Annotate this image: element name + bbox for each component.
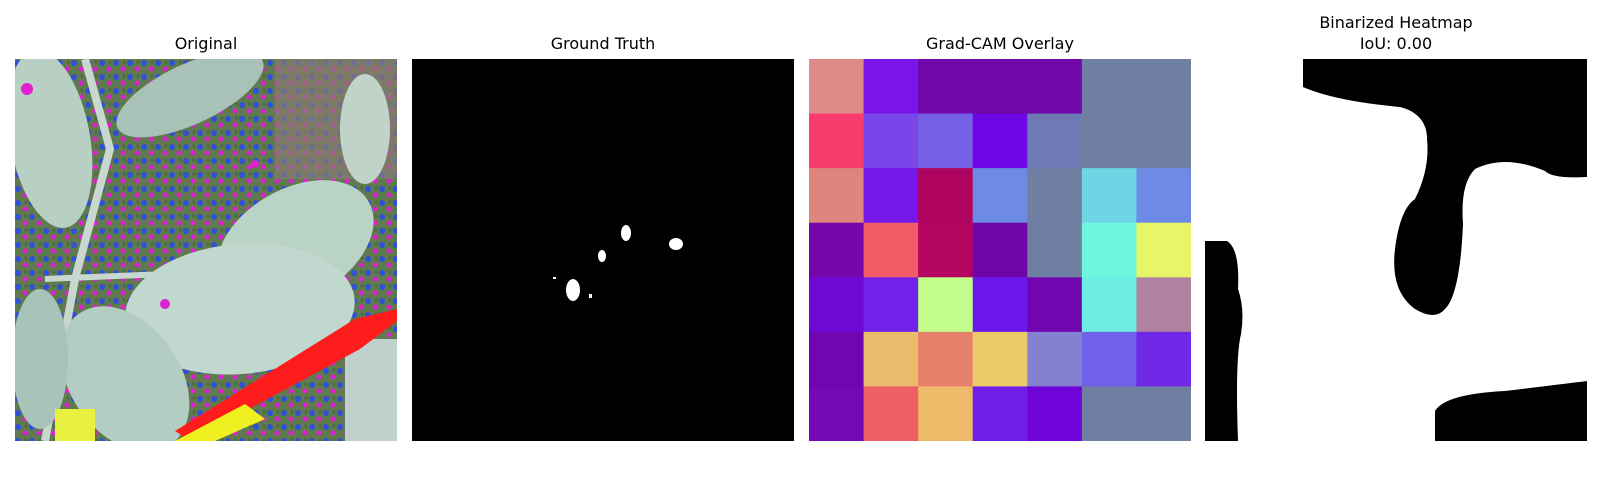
gradcam-cell	[809, 59, 865, 115]
ground-truth-mask	[412, 59, 794, 441]
gradcam-cell	[1136, 222, 1191, 278]
gradcam-cell	[972, 113, 1028, 169]
binarized-heatmap	[1205, 59, 1587, 441]
gradcam-cell	[972, 59, 1028, 115]
gradcam-cell	[809, 113, 865, 169]
gradcam-cell	[863, 386, 919, 441]
gradcam-cell	[1027, 168, 1083, 224]
gradcam-cell	[1136, 277, 1191, 333]
gradcam-cell	[972, 168, 1028, 224]
gradcam-cell	[809, 386, 865, 441]
panel-title-original: Original	[174, 34, 238, 53]
panel-title-ground-truth: Ground Truth	[550, 34, 656, 53]
gradcam-overlay	[809, 59, 1191, 441]
gradcam-cell	[972, 331, 1028, 387]
gradcam-cell	[1081, 113, 1137, 169]
gradcam-cell	[918, 113, 974, 169]
gradcam-cell	[1027, 59, 1083, 115]
gradcam-cell	[863, 277, 919, 333]
original-image	[15, 59, 397, 441]
gradcam-cell	[918, 277, 974, 333]
gradcam-cell	[863, 59, 919, 115]
gradcam-cell	[918, 222, 974, 278]
gradcam-cell	[1027, 331, 1083, 387]
gradcam-cell	[918, 59, 974, 115]
gradcam-cell	[918, 386, 974, 441]
gradcam-cell	[918, 168, 974, 224]
gradcam-cell	[863, 331, 919, 387]
gradcam-cell	[809, 168, 865, 224]
gradcam-cell	[809, 277, 865, 333]
gradcam-cell	[1136, 59, 1191, 115]
gradcam-cell	[863, 113, 919, 169]
gradcam-cell	[809, 222, 865, 278]
gradcam-cell	[1027, 277, 1083, 333]
panel-title-binarized-heatmap: Binarized Heatmap	[1319, 13, 1473, 32]
gradcam-cell	[1081, 59, 1137, 115]
gradcam-cell	[918, 331, 974, 387]
gradcam-cell	[1027, 222, 1083, 278]
gradcam-cell	[1136, 168, 1191, 224]
gradcam-cell	[863, 168, 919, 224]
gradcam-cell	[809, 331, 865, 387]
gradcam-cell	[1081, 277, 1137, 333]
panel-title-gradcam-overlay: Grad-CAM Overlay	[926, 34, 1074, 53]
gradcam-cell	[972, 277, 1028, 333]
gradcam-cell	[1136, 331, 1191, 387]
gradcam-cell	[1027, 386, 1083, 441]
panel-subtitle-iou: IoU: 0.00	[1359, 34, 1433, 53]
gradcam-cell	[1081, 222, 1137, 278]
gradcam-cell	[1081, 168, 1137, 224]
gradcam-cell	[972, 222, 1028, 278]
gradcam-cell	[1081, 386, 1137, 441]
gradcam-cell	[1136, 386, 1191, 441]
gradcam-cell	[1027, 113, 1083, 169]
gradcam-cell	[1081, 331, 1137, 387]
gradcam-cell	[863, 222, 919, 278]
gradcam-cell	[1136, 113, 1191, 169]
gradcam-cell	[972, 386, 1028, 441]
